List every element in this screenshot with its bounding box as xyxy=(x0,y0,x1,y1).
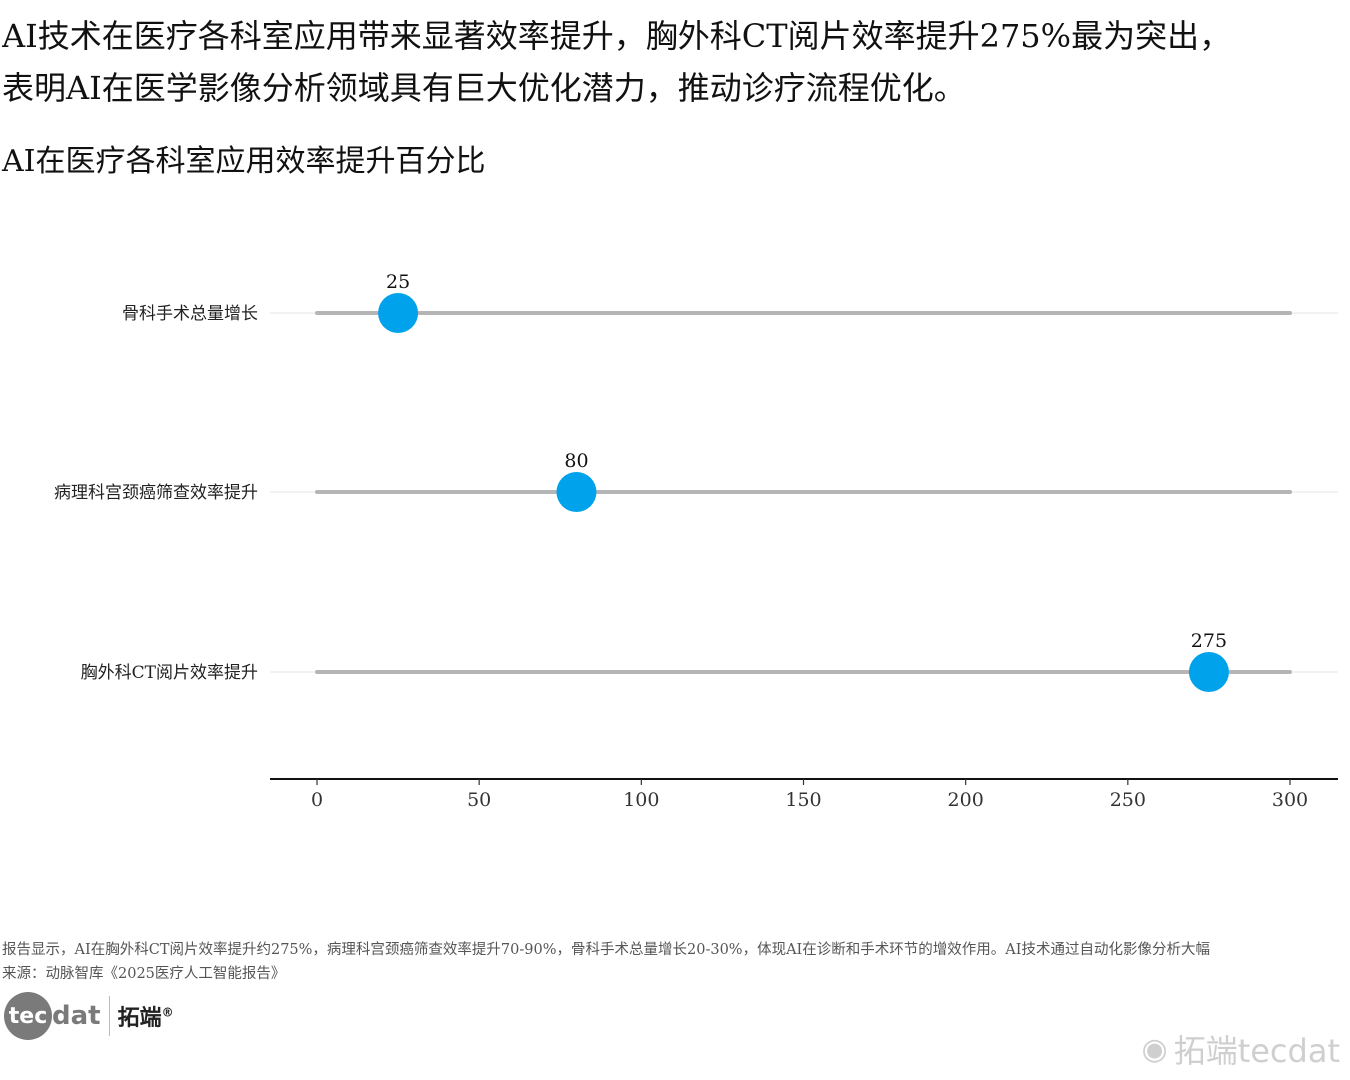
data-point xyxy=(378,293,419,333)
data-point xyxy=(1188,652,1229,692)
watermark: ◉ 拓端tecdat xyxy=(1142,1026,1341,1072)
lollipop-chart: 25 骨科手术总量增长 80 病理科宫颈癌筛查效率提升 275 胸外科CT阅片效率提升 0 5… xyxy=(54,271,1338,811)
x-tick-label: 150 xyxy=(785,789,821,811)
category-label: 病理科宫颈癌筛查效率提升 xyxy=(54,483,258,503)
headline: AI技术在医疗各科室应用带来显著效率提升，胸外科CT阅片效率提升275%最为突出… xyxy=(2,10,1348,114)
data-point xyxy=(556,472,597,512)
watermark-text: 拓端tecdat xyxy=(1173,1032,1340,1070)
data-label: 275 xyxy=(1191,630,1227,652)
footnote: 报告显示，AI在胸外科CT阅片效率提升约275%，病理科宫颈癌筛查效率提升70-… xyxy=(2,938,1348,986)
data-label: 25 xyxy=(386,271,410,293)
logo-circle: tec xyxy=(4,992,52,1040)
headline-line-1: AI技术在医疗各科室应用带来显著效率提升，胸外科CT阅片效率提升275%最为突出… xyxy=(2,17,1232,55)
weibo-icon: ◉ xyxy=(1141,1031,1168,1067)
x-tick-label: 100 xyxy=(623,789,659,811)
category-label: 胸外科CT阅片效率提升 xyxy=(81,663,258,683)
logo-cn-text: 拓端® xyxy=(117,1005,174,1031)
category-label: 骨科手术总量增长 xyxy=(122,304,258,324)
footnote-source: 来源：动脉智库《2025医疗人工智能报告》 xyxy=(2,966,286,982)
x-tick-label: 50 xyxy=(467,789,491,811)
logo-divider xyxy=(108,996,110,1036)
x-tick-label: 200 xyxy=(948,789,984,811)
x-tick-label: 250 xyxy=(1110,789,1146,811)
x-tick-label: 0 xyxy=(311,789,323,811)
logo-text: dat xyxy=(52,1001,101,1031)
headline-line-2: 表明AI在医学影像分析领域具有巨大优化潜力，推动诊疗流程优化。 xyxy=(2,69,966,107)
chart-subtitle: AI在医疗各科室应用效率提升百分比 xyxy=(2,144,486,179)
data-label: 80 xyxy=(564,450,588,472)
tecdat-logo: tec dat 拓端® xyxy=(4,990,174,1042)
x-tick-label: 300 xyxy=(1272,789,1308,811)
footnote-note: 报告显示，AI在胸外科CT阅片效率提升约275%，病理科宫颈癌筛查效率提升70-… xyxy=(2,942,1210,958)
